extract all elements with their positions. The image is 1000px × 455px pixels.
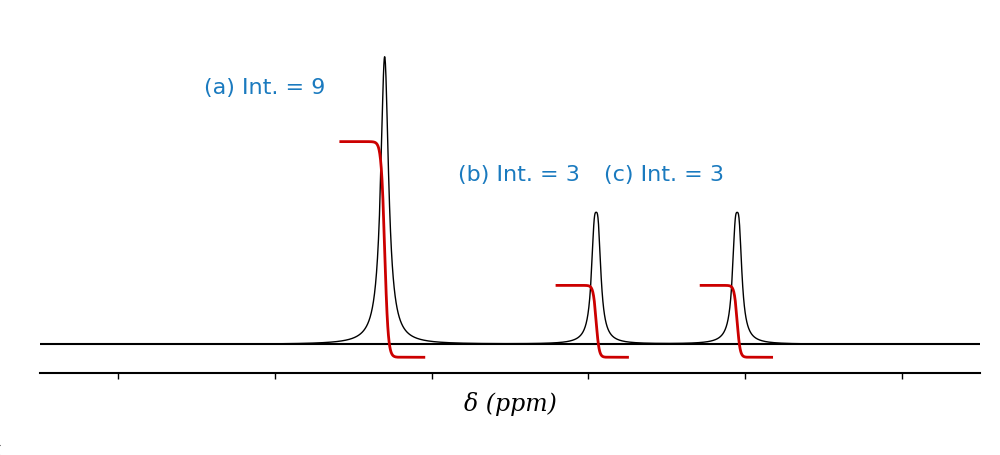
Text: (c) Int. = 3: (c) Int. = 3 [604,165,724,185]
Text: (b) Int. = 3: (b) Int. = 3 [458,165,580,185]
X-axis label: δ (ppm): δ (ppm) [464,392,556,416]
Text: (a) Int. = 9: (a) Int. = 9 [205,78,326,98]
